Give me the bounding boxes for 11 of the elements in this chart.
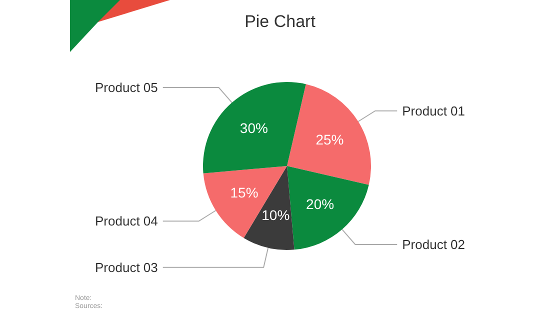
data-label: 30% [240,120,268,136]
data-label: 25% [316,131,344,148]
data-label: 10% [262,207,290,224]
slice-label: Product 05 [95,80,158,96]
data-label: 20% [306,196,334,212]
slice-label: Product 01 [402,103,465,118]
chart-title: Pie Chart [244,12,316,31]
slice-label: Product 04 [95,214,158,229]
data-label: 15% [230,184,258,201]
slice-label: Product 03 [95,260,158,275]
slice-label: Product 02 [402,236,465,252]
